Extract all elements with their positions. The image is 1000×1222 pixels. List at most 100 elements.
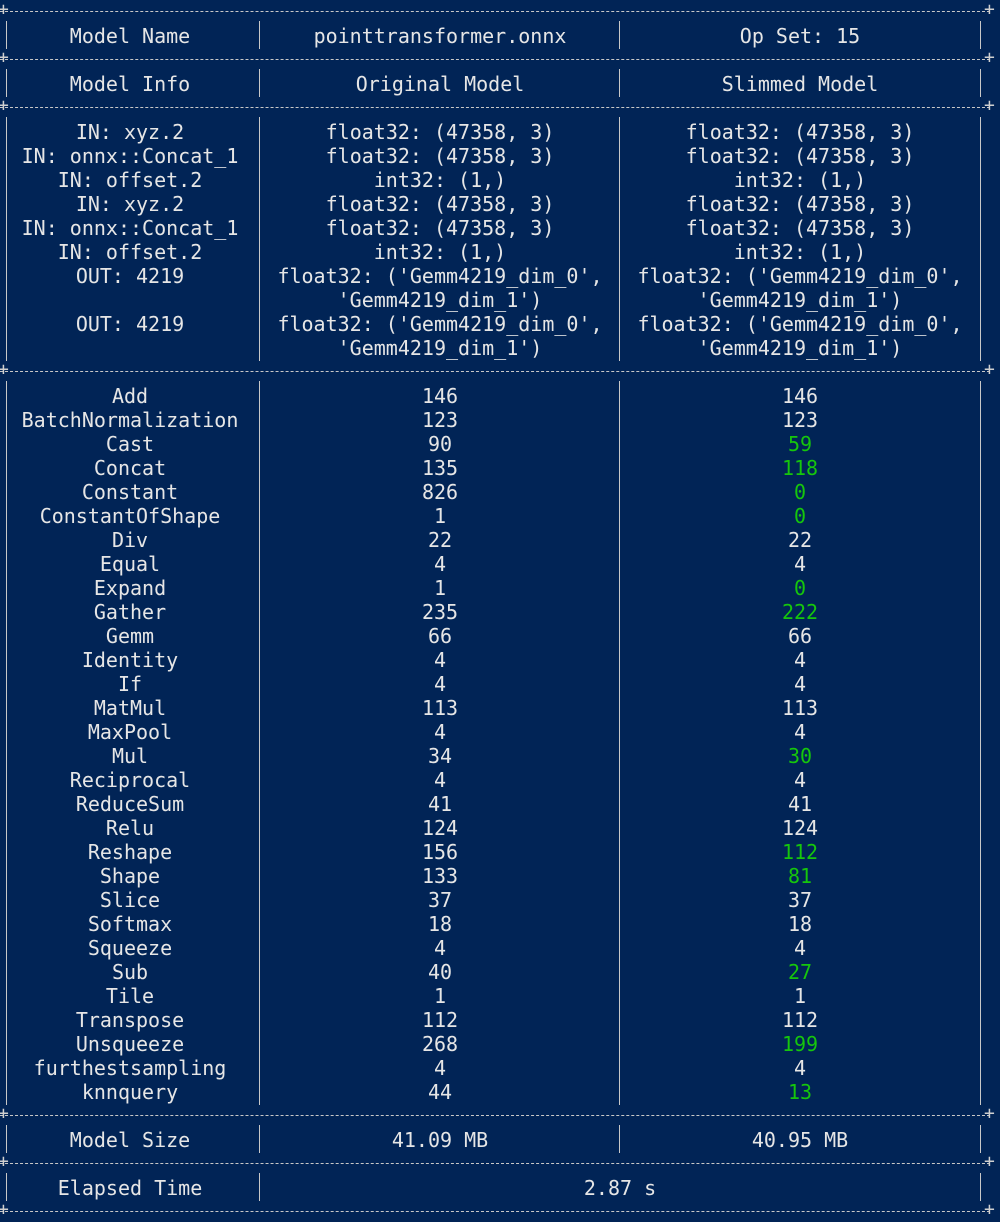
op-name: If xyxy=(117,672,143,696)
table-border xyxy=(0,95,995,116)
op-name: Transpose xyxy=(75,1008,185,1032)
original-op-count: 37 xyxy=(427,888,453,912)
slimmed-op-count: 37 xyxy=(787,888,813,912)
io-name: IN: offset.2 xyxy=(57,240,203,264)
slimmed-op-count: 113 xyxy=(781,696,819,720)
table-border xyxy=(0,0,995,20)
slimmed-io-type: 'Gemm4219_dim_1') xyxy=(697,288,903,312)
slimmed-io-type: int32: (1,) xyxy=(733,168,867,192)
model-size-label: Model Size xyxy=(69,1128,191,1152)
slimmed-io-type: float32: (47358, 3) xyxy=(685,144,915,168)
slimmed-op-count: 199 xyxy=(781,1032,819,1056)
original-io-type: float32: (47358, 3) xyxy=(325,192,555,216)
op-name: Gemm xyxy=(105,624,155,648)
io-name: IN: onnx::Concat_1 xyxy=(21,216,239,240)
table-border xyxy=(0,1199,995,1220)
slimmed-io-type: float32: (47358, 3) xyxy=(685,192,915,216)
column-divider xyxy=(6,69,7,97)
original-io-type: float32: ('Gemm4219_dim_0', xyxy=(277,312,603,336)
op-name: Shape xyxy=(99,864,161,888)
op-name: Cast xyxy=(105,432,155,456)
column-divider xyxy=(259,1173,260,1201)
elapsed-time-label: Elapsed Time xyxy=(57,1176,203,1200)
original-io-type: 'Gemm4219_dim_1') xyxy=(337,288,543,312)
op-name: Mul xyxy=(111,744,149,768)
io-name: IN: offset.2 xyxy=(57,168,203,192)
column-divider xyxy=(6,381,7,1105)
original-op-count: 4 xyxy=(433,720,447,744)
table-border xyxy=(0,47,995,68)
op-name: Squeeze xyxy=(87,936,173,960)
op-name: Expand xyxy=(93,576,167,600)
table-border xyxy=(0,1151,995,1172)
op-name: Constant xyxy=(81,480,179,504)
slimmed-op-count: 4 xyxy=(793,648,807,672)
original-op-count: 41 xyxy=(427,792,453,816)
slimmed-op-count: 4 xyxy=(793,1056,807,1080)
op-name: Gather xyxy=(93,600,167,624)
original-op-count: 34 xyxy=(427,744,453,768)
original-io-type: int32: (1,) xyxy=(373,240,507,264)
column-divider xyxy=(619,69,620,97)
slimmed-io-type: float32: ('Gemm4219_dim_0', xyxy=(637,312,963,336)
original-op-count: 124 xyxy=(421,816,459,840)
op-name: Identity xyxy=(81,648,179,672)
original-op-count: 4 xyxy=(433,672,447,696)
original-op-count: 4 xyxy=(433,1056,447,1080)
original-op-count: 123 xyxy=(421,408,459,432)
op-name: ConstantOfShape xyxy=(39,504,221,528)
op-name: Softmax xyxy=(87,912,173,936)
original-op-count: 4 xyxy=(433,552,447,576)
model-info-label: Model Info xyxy=(69,72,191,96)
op-name: MaxPool xyxy=(87,720,173,744)
op-name: MatMul xyxy=(93,696,167,720)
column-divider xyxy=(259,21,260,49)
original-io-type: float32: (47358, 3) xyxy=(325,216,555,240)
slimmed-io-type: 'Gemm4219_dim_1') xyxy=(697,336,903,360)
slimmed-model-header: Slimmed Model xyxy=(721,72,879,96)
slimmed-op-count: 59 xyxy=(787,432,813,456)
op-name: ReduceSum xyxy=(75,792,185,816)
io-name: IN: xyz.2 xyxy=(75,120,185,144)
original-op-count: 22 xyxy=(427,528,453,552)
column-divider xyxy=(6,1125,7,1153)
original-io-type: int32: (1,) xyxy=(373,168,507,192)
original-io-type: float32: (47358, 3) xyxy=(325,144,555,168)
io-name: IN: xyz.2 xyxy=(75,192,185,216)
slimmed-op-count: 66 xyxy=(787,624,813,648)
original-op-count: 826 xyxy=(421,480,459,504)
original-io-type: float32: ('Gemm4219_dim_0', xyxy=(277,264,603,288)
op-name: Concat xyxy=(93,456,167,480)
slimmed-op-count: 81 xyxy=(787,864,813,888)
original-model-size: 41.09 MB xyxy=(391,1128,489,1152)
slimmed-op-count: 222 xyxy=(781,600,819,624)
table-border xyxy=(0,1103,995,1124)
column-divider xyxy=(6,117,7,361)
op-name: knnquery xyxy=(81,1080,179,1104)
opset-version: Op Set: 15 xyxy=(739,24,861,48)
slimmed-op-count: 112 xyxy=(781,840,819,864)
slimmed-op-count: 124 xyxy=(781,816,819,840)
original-op-count: 66 xyxy=(427,624,453,648)
slimmed-op-count: 41 xyxy=(787,792,813,816)
slimmed-op-count: 30 xyxy=(787,744,813,768)
column-divider xyxy=(980,1125,981,1153)
slimmed-op-count: 4 xyxy=(793,936,807,960)
op-name: Div xyxy=(111,528,149,552)
slimmed-op-count: 146 xyxy=(781,384,819,408)
io-name: IN: onnx::Concat_1 xyxy=(21,144,239,168)
original-op-count: 235 xyxy=(421,600,459,624)
column-divider xyxy=(259,117,260,361)
elapsed-time-value: 2.87 s xyxy=(583,1176,657,1200)
column-divider xyxy=(980,381,981,1105)
model-name-label: Model Name xyxy=(69,24,191,48)
op-name: Sub xyxy=(111,960,149,984)
model-file-name: pointtransformer.onnx xyxy=(313,24,567,48)
slimmed-op-count: 1 xyxy=(793,984,807,1008)
column-divider xyxy=(6,21,7,49)
slimmed-op-count: 0 xyxy=(793,480,807,504)
slimmed-op-count: 18 xyxy=(787,912,813,936)
op-name: furthestsampling xyxy=(33,1056,227,1080)
column-divider xyxy=(259,381,260,1105)
